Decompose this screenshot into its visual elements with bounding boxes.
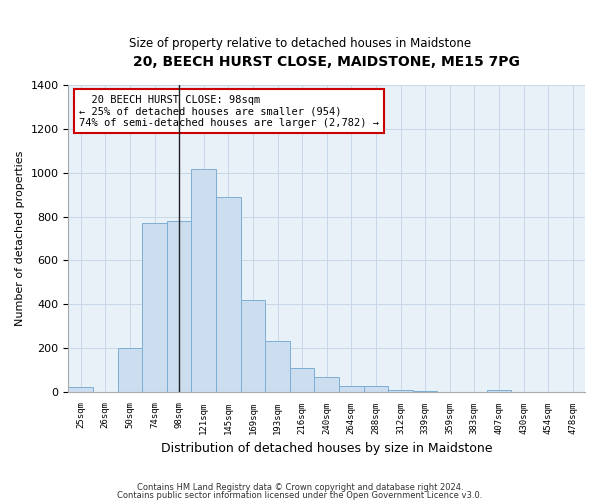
Text: 20 BEECH HURST CLOSE: 98sqm
← 25% of detached houses are smaller (954)
74% of se: 20 BEECH HURST CLOSE: 98sqm ← 25% of det… (79, 94, 379, 128)
Bar (290, 368, 314, 392)
Bar (388, 390, 413, 392)
Bar (364, 386, 388, 392)
Bar (167, 221, 191, 392)
Bar (142, 224, 167, 392)
Bar (487, 390, 511, 392)
Bar (191, 168, 216, 392)
Bar (118, 348, 142, 392)
Bar (413, 390, 437, 392)
Bar (241, 300, 265, 392)
Bar (68, 388, 93, 392)
X-axis label: Distribution of detached houses by size in Maidstone: Distribution of detached houses by size … (161, 442, 493, 455)
Text: Contains HM Land Registry data © Crown copyright and database right 2024.: Contains HM Land Registry data © Crown c… (137, 483, 463, 492)
Text: Contains public sector information licensed under the Open Government Licence v3: Contains public sector information licen… (118, 490, 482, 500)
Y-axis label: Number of detached properties: Number of detached properties (15, 151, 25, 326)
Bar (314, 378, 339, 392)
Bar (339, 386, 364, 392)
Title: 20, BEECH HURST CLOSE, MAIDSTONE, ME15 7PG: 20, BEECH HURST CLOSE, MAIDSTONE, ME15 7… (133, 55, 520, 69)
Text: Size of property relative to detached houses in Maidstone: Size of property relative to detached ho… (129, 38, 471, 51)
Bar (265, 342, 290, 392)
Bar (216, 197, 241, 392)
